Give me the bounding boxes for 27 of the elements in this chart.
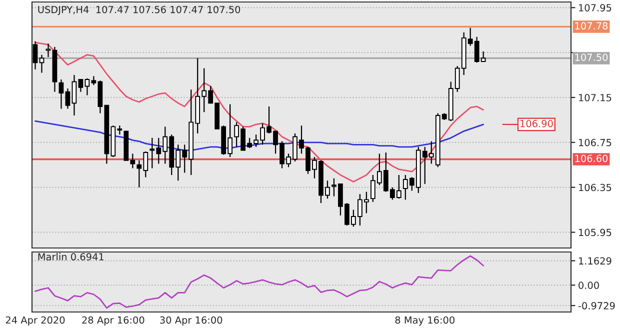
y-tick-label: 107.15 <box>579 94 612 102</box>
y-tick-label: 106.75 <box>579 138 612 146</box>
candlestick <box>65 88 70 110</box>
annotation: 106.90 <box>520 120 553 128</box>
candlestick <box>78 78 84 92</box>
ref-line-label: 107.50 <box>575 54 608 61</box>
chart-title: Marlin 0.6941 <box>38 252 104 260</box>
x-tick-label: 8 May 16:00 <box>395 316 454 326</box>
y-tick-label: 1.1629 <box>579 257 612 265</box>
line-series <box>34 42 484 182</box>
chart-title: USDJPY,H4 107.47 107.56 107.47 107.50 <box>38 6 240 16</box>
candlestick <box>39 54 44 74</box>
y-tick-label: 107.95 <box>579 4 612 12</box>
candlestick <box>46 43 51 58</box>
ref-line-label: 106.60 <box>575 154 608 162</box>
candlestick <box>32 40 38 70</box>
candlestick <box>72 74 77 116</box>
candlestick <box>84 78 90 96</box>
ref-line-label: 107.78 <box>575 22 608 30</box>
y-tick-label: 105.95 <box>579 228 612 236</box>
y-tick-label: -0.9729 <box>578 302 615 310</box>
x-tick-label: 28 Apr 16:00 <box>82 316 144 326</box>
candlestick <box>58 78 64 110</box>
x-tick-label: 24 Apr 2020 <box>6 316 65 326</box>
y-tick-label: 0.00 <box>578 282 599 289</box>
y-tick-label: 106.35 <box>579 184 612 192</box>
x-tick-label: 30 Apr 16:00 <box>160 316 222 326</box>
